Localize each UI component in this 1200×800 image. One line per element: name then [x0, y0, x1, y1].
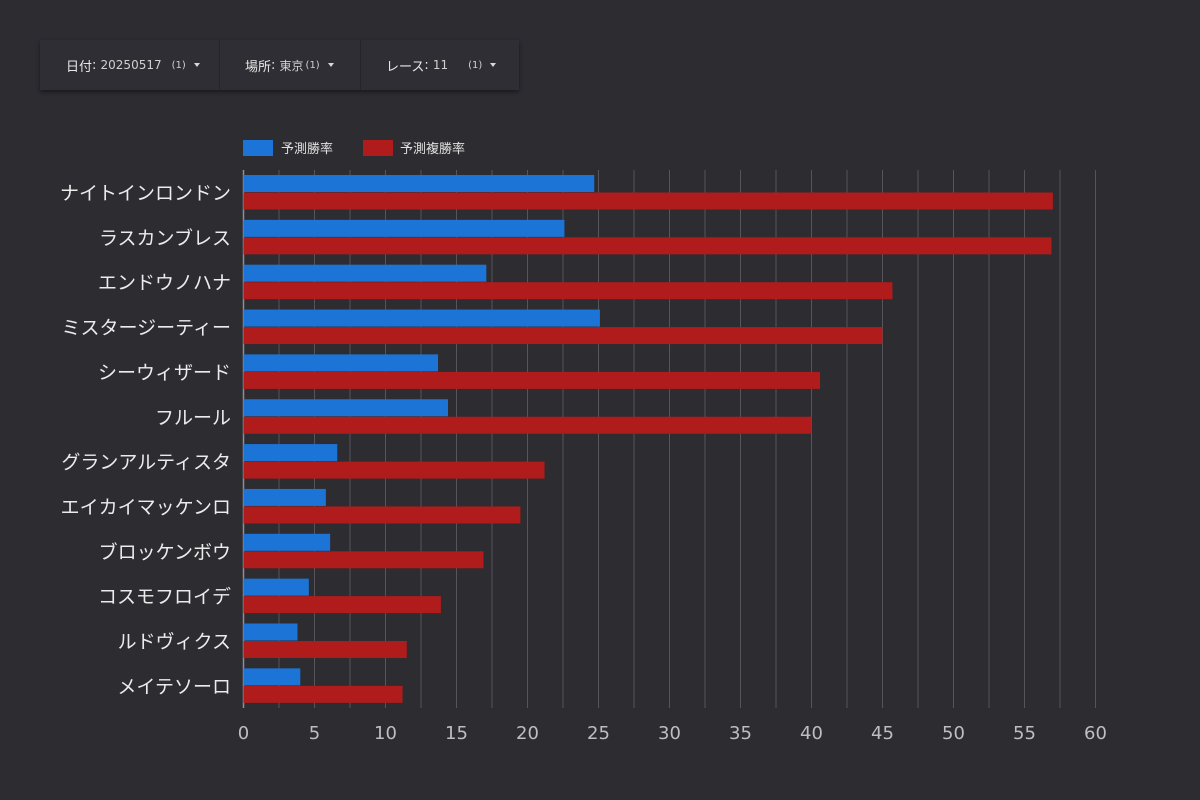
x-tick-label: 10 — [374, 723, 397, 744]
category-label: ミスタージーティー — [62, 317, 231, 339]
venue-filter-value: 東京 — [279, 58, 304, 73]
category-label: ラスカンブレス — [99, 226, 231, 249]
win-rate-bar[interactable] — [243, 533, 331, 551]
x-tick-label: 5 — [309, 723, 320, 744]
venue-filter-count: (1) — [305, 59, 320, 71]
place-rate-bar[interactable] — [243, 685, 403, 703]
x-tick-label: 15 — [445, 723, 468, 744]
place-rate-bar[interactable] — [243, 371, 821, 389]
category-label: ブロッケンボウ — [99, 540, 231, 563]
x-tick-label: 60 — [1084, 723, 1107, 744]
race-filter-count: (1) — [468, 59, 483, 71]
x-tick-label: 45 — [871, 723, 894, 744]
x-tick-label: 50 — [942, 723, 965, 744]
place-rate-bar[interactable] — [243, 327, 883, 345]
venue-filter-label: 場所 — [245, 59, 272, 75]
place-rate-bar[interactable] — [243, 551, 484, 569]
x-tick-label: 35 — [729, 723, 752, 744]
place-rate-bar[interactable] — [243, 641, 407, 658]
category-label: グランアルティスタ — [61, 452, 231, 474]
win-rate-bar[interactable] — [243, 309, 600, 327]
venue-filter-colon: : — [271, 57, 280, 73]
x-tick-label: 25 — [587, 723, 610, 744]
place-rate-bar[interactable] — [243, 416, 812, 434]
win-rate-bar[interactable] — [243, 488, 326, 506]
race-filter[interactable]: レース: 11 (1) — [361, 40, 519, 90]
win-rate-bar[interactable] — [243, 668, 301, 686]
race-filter-label: レース — [386, 59, 425, 75]
category-label: メイテソーロ — [117, 676, 231, 698]
bars — [243, 175, 1053, 703]
win-rate-bar[interactable] — [243, 354, 439, 372]
legend-swatch — [363, 140, 393, 156]
race-filter-value: 11 — [432, 58, 449, 72]
place-rate-bar[interactable] — [243, 596, 441, 614]
date-filter[interactable]: 日付: 20250517 (1) — [40, 40, 220, 90]
x-tick-label: 30 — [658, 723, 681, 744]
chevron-down-icon — [193, 63, 200, 67]
category-labels: ナイトインロンドンラスカンブレスエンドウノハナミスタージーティーシーウィザードフ… — [60, 183, 231, 698]
win-rate-bar[interactable] — [243, 175, 595, 192]
grid-lines — [242, 170, 1096, 708]
place-rate-bar[interactable] — [243, 192, 1053, 210]
x-axis-ticks: 0 5 10 15 20 25 30 35 40 45 50 55 60 — [238, 723, 1107, 744]
category-label: シーウィザード — [98, 362, 231, 384]
date-filter-count: (1) — [171, 59, 186, 71]
legend: 予測勝率 予測複勝率 — [243, 140, 465, 157]
date-filter-value: 20250517 — [100, 58, 162, 72]
legend-label: 予測勝率 — [281, 141, 333, 157]
chevron-down-icon — [327, 63, 334, 67]
win-rate-bar[interactable] — [243, 219, 565, 237]
legend-swatch — [243, 140, 273, 156]
x-tick-label: 0 — [238, 723, 249, 744]
venue-filter[interactable]: 場所: 東京 (1) — [220, 40, 361, 90]
race-filter-colon: : — [424, 57, 433, 73]
x-tick-label: 20 — [516, 723, 539, 744]
win-rate-bar[interactable] — [243, 399, 448, 417]
place-rate-bar[interactable] — [243, 506, 521, 524]
chevron-down-icon — [490, 63, 497, 67]
win-rate-bar[interactable] — [243, 623, 298, 641]
place-rate-bar[interactable] — [243, 461, 545, 479]
category-label: フルール — [155, 407, 231, 429]
date-filter-colon: : — [92, 57, 101, 73]
win-rate-bar[interactable] — [243, 444, 338, 462]
category-label: エンドウノハナ — [98, 272, 231, 294]
category-label: コスモフロイデ — [98, 586, 231, 608]
category-label: エイカイマッケンロ — [61, 496, 231, 518]
win-rate-bar[interactable] — [243, 578, 309, 596]
filter-bar: 日付: 20250517 (1) 場所: 東京 (1) レース: 11 (1) — [40, 40, 519, 90]
category-label: ナイトインロンドン — [60, 183, 231, 205]
place-rate-bar[interactable] — [243, 282, 893, 300]
x-tick-label: 55 — [1013, 723, 1036, 744]
legend-label: 予測複勝率 — [400, 141, 465, 157]
place-rate-bar[interactable] — [243, 237, 1052, 255]
date-filter-label: 日付 — [66, 59, 93, 75]
x-tick-label: 40 — [800, 723, 823, 744]
category-label: ルドヴィクス — [118, 631, 231, 653]
win-rate-bar[interactable] — [243, 264, 487, 282]
